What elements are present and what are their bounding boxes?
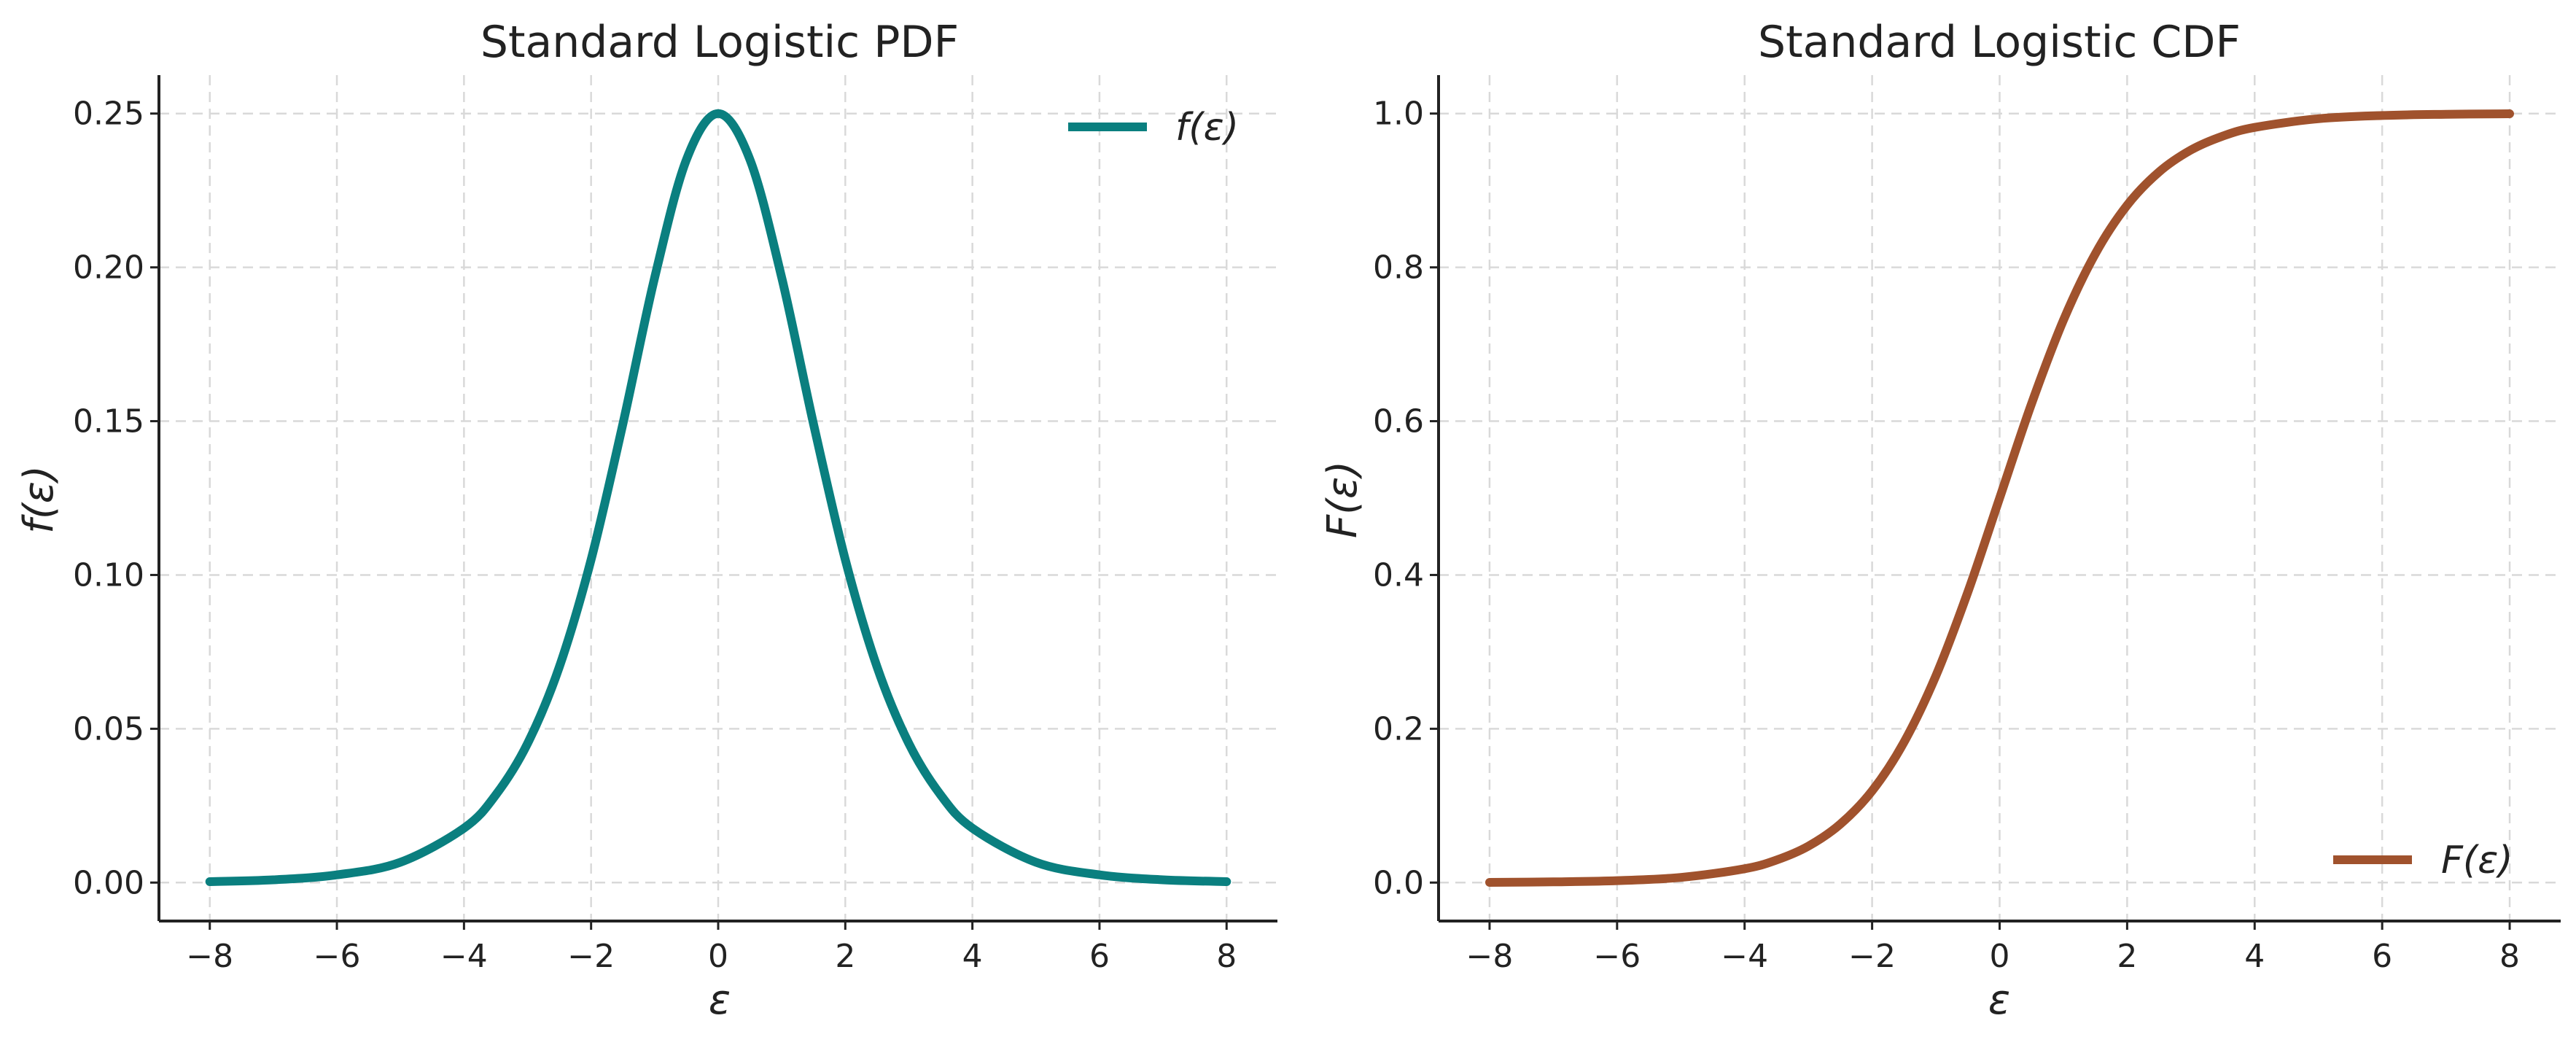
cdf-x-tick-label-5: 2 [2117, 938, 2137, 975]
pdf-legend-label-f: f(ε) [1175, 106, 1239, 149]
pdf-x-tick-label-7: 6 [1089, 938, 1110, 975]
pdf-legend: f(ε) [1068, 106, 1239, 149]
cdf-legend: F(ε) [2333, 839, 2513, 882]
pdf-x-tick-label-0: −8 [186, 938, 233, 975]
pdf-y-tick-label-1: 0.05 [73, 710, 144, 747]
pdf-y-tick-label-5: 0.25 [73, 96, 144, 133]
pdf-y-axis-label: f(ε) [15, 465, 63, 534]
pdf-title: Standard Logistic PDF [480, 17, 959, 68]
cdf-x-tick-label-6: 4 [2244, 938, 2265, 975]
pdf-y-tick-label-2: 0.10 [73, 556, 144, 594]
pdf-x-tick-label-4: 0 [708, 938, 728, 975]
cdf-y-tick-label-3: 0.6 [1373, 403, 1424, 440]
pdf-y-tick-label-3: 0.15 [73, 403, 144, 440]
cdf-x-tick-label-3: −2 [1848, 938, 1896, 975]
cdf-series-line-0 [1485, 109, 2514, 887]
cdf-series [1485, 109, 2514, 887]
cdf-panel: Standard Logistic CDF ε F(ε) −8 −6 −4 −2 0 2 4… [1319, 17, 2561, 1024]
pdf-x-tick-label-1: −6 [314, 938, 361, 975]
cdf-y-tick-label-1: 0.2 [1373, 710, 1424, 747]
pdf-x-tick-label-8: 8 [1216, 938, 1237, 975]
cdf-y-tick-label-4: 0.8 [1373, 249, 1424, 287]
pdf-y-tick-label-0: 0.00 [73, 864, 144, 901]
cdf-legend-label-F: F(ε) [2441, 839, 2513, 882]
pdf-panel: Standard Logistic PDF ε f(ε) −8 −6 −4 −2 0 2 4… [15, 17, 1277, 1024]
cdf-y-tick-label-5: 1.0 [1373, 96, 1424, 133]
pdf-series [205, 109, 1231, 886]
cdf-x-tick-label-7: 6 [2372, 938, 2392, 975]
cdf-x-axis-label: ε [1988, 976, 2010, 1024]
cdf-axes: −8 −6 −4 −2 0 2 4 6 8 0.0 0.2 0.4 0.6 0.8 1.0 [1373, 75, 2561, 975]
pdf-series-line-0 [205, 109, 1231, 886]
cdf-y-axis-label: F(ε) [1319, 461, 1366, 538]
pdf-x-tick-label-5: 2 [835, 938, 855, 975]
pdf-x-tick-label-6: 4 [962, 938, 983, 975]
pdf-y-tick-label-4: 0.20 [73, 249, 144, 287]
cdf-x-tick-label-1: −6 [1593, 938, 1641, 975]
cdf-x-tick-label-0: −8 [1466, 938, 1514, 975]
cdf-x-tick-label-4: 0 [1990, 938, 2010, 975]
pdf-grid [159, 75, 1277, 921]
cdf-y-tick-label-0: 0.0 [1373, 864, 1424, 901]
cdf-y-tick-label-2: 0.4 [1373, 556, 1424, 594]
pdf-x-axis-label: ε [709, 976, 731, 1024]
pdf-x-tick-label-2: −4 [440, 938, 488, 975]
pdf-axes: −8 −6 −4 −2 0 2 4 6 8 0.00 0.05 0.10 0.15 0.20 0.25 [73, 75, 1277, 975]
cdf-x-tick-label-2: −4 [1721, 938, 1768, 975]
pdf-x-tick-label-3: −2 [567, 938, 615, 975]
cdf-title: Standard Logistic CDF [1758, 17, 2241, 68]
cdf-x-tick-label-8: 8 [2499, 938, 2520, 975]
